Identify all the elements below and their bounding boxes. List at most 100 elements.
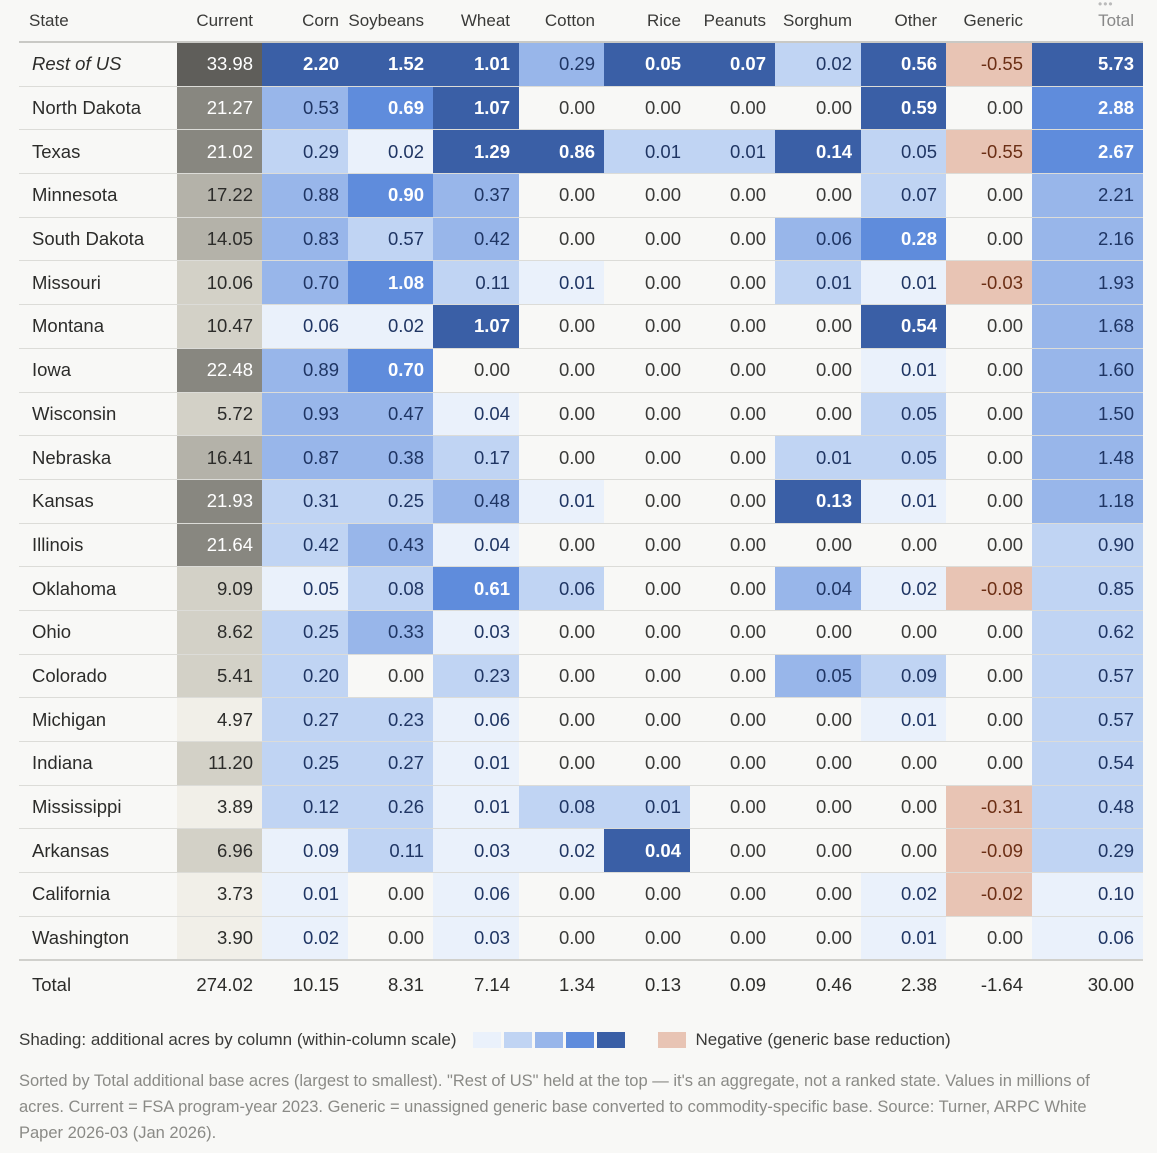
table-row: Kansas 21.93 0.31 0.25 0.48 0.01 0.00 0.00 0.13 0…	[19, 479, 1143, 524]
cell-sorghum: 0.00	[775, 828, 861, 874]
cell-wheat: 0.61	[433, 566, 519, 611]
cell-corn: 0.25	[262, 610, 348, 655]
totals-label: Total	[19, 959, 177, 1010]
cell-wheat: 1.07	[433, 86, 519, 131]
cell-peanuts: 0.00	[690, 479, 775, 524]
cell-sorghum: 0.00	[775, 610, 861, 655]
cell-other: 0.05	[861, 392, 946, 437]
column-header-total: Total	[1032, 0, 1143, 43]
cell-other: 0.00	[861, 741, 946, 786]
current-cell: 3.90	[177, 916, 262, 961]
cell-rice: 0.00	[604, 479, 690, 524]
current-cell: 14.05	[177, 217, 262, 262]
cell-wheat: 0.04	[433, 523, 519, 568]
state-cell: Colorado	[19, 654, 177, 699]
current-cell: 5.72	[177, 392, 262, 437]
table-row: Indiana 11.20 0.25 0.27 0.01 0.00 0.00 0.00 0.00…	[19, 741, 1143, 786]
column-header-other: Other	[861, 0, 946, 43]
cell-generic: 0.00	[946, 86, 1032, 131]
state-cell: Ohio	[19, 610, 177, 655]
state-cell: Kansas	[19, 479, 177, 524]
cell-peanuts: 0.00	[690, 86, 775, 131]
cell-rice: 0.00	[604, 260, 690, 306]
cell-generic: -0.31	[946, 785, 1032, 830]
cell-sorghum: 0.00	[775, 392, 861, 437]
cell-rice: 0.00	[604, 916, 690, 961]
state-cell: California	[19, 872, 177, 917]
cell-corn: 0.05	[262, 566, 348, 611]
total-sorghum: 0.46	[775, 959, 861, 1010]
cell-sorghum: 0.00	[775, 872, 861, 917]
cell-corn: 0.06	[262, 304, 348, 349]
cell-soybeans: 0.02	[348, 129, 433, 175]
cell-other: 0.01	[861, 479, 946, 524]
cell-total: 2.21	[1032, 173, 1143, 218]
table-row: Washington 3.90 0.02 0.00 0.03 0.00 0.00 0.00 0.…	[19, 916, 1143, 961]
cell-generic: 0.00	[946, 523, 1032, 568]
cell-rice: 0.04	[604, 828, 690, 874]
cell-other: 0.59	[861, 86, 946, 131]
cell-cotton: 0.01	[519, 479, 604, 524]
cell-corn: 2.20	[262, 42, 348, 87]
cell-cotton: 0.29	[519, 42, 604, 87]
cell-sorghum: 0.06	[775, 217, 861, 262]
legend-shading-label: Shading: additional acres by column (wit…	[19, 1030, 457, 1049]
state-cell: Mississippi	[19, 785, 177, 830]
cell-soybeans: 0.11	[348, 828, 433, 874]
cell-peanuts: 0.00	[690, 610, 775, 655]
state-cell: Missouri	[19, 260, 177, 306]
cell-soybeans: 0.00	[348, 654, 433, 699]
cell-peanuts: 0.00	[690, 654, 775, 699]
cell-soybeans: 0.47	[348, 392, 433, 437]
cell-peanuts: 0.00	[690, 348, 775, 393]
cell-rice: 0.00	[604, 348, 690, 393]
table-row: Texas 21.02 0.29 0.02 1.29 0.86 0.01 0.01 0.14 0.…	[19, 129, 1143, 175]
current-cell: 8.62	[177, 610, 262, 655]
cell-rice: 0.00	[604, 392, 690, 437]
cell-total: 0.57	[1032, 654, 1143, 699]
cell-wheat: 0.11	[433, 260, 519, 306]
current-cell: 33.98	[177, 42, 262, 87]
column-header-current: Current	[177, 0, 262, 43]
total-corn: 10.15	[262, 959, 348, 1010]
cell-generic: 0.00	[946, 916, 1032, 961]
cell-cotton: 0.00	[519, 523, 604, 568]
state-cell: Michigan	[19, 697, 177, 742]
cell-total: 0.10	[1032, 872, 1143, 917]
current-cell: 11.20	[177, 741, 262, 786]
cell-other: 0.00	[861, 610, 946, 655]
total-current: 274.02	[177, 959, 262, 1010]
current-cell: 3.89	[177, 785, 262, 830]
table-row: Montana 10.47 0.06 0.02 1.07 0.00 0.00 0.00 0.00…	[19, 304, 1143, 349]
legend-swatch-5	[596, 1032, 625, 1048]
cell-total: 2.67	[1032, 129, 1143, 175]
cell-corn: 0.02	[262, 916, 348, 961]
cell-corn: 0.89	[262, 348, 348, 393]
cell-cotton: 0.00	[519, 654, 604, 699]
cell-corn: 0.93	[262, 392, 348, 437]
cell-cotton: 0.00	[519, 348, 604, 393]
cell-soybeans: 0.33	[348, 610, 433, 655]
cell-peanuts: 0.00	[690, 173, 775, 218]
cell-soybeans: 0.02	[348, 304, 433, 349]
cell-total: 0.54	[1032, 741, 1143, 786]
cell-rice: 0.00	[604, 304, 690, 349]
cell-wheat: 0.23	[433, 654, 519, 699]
cell-generic: 0.00	[946, 741, 1032, 786]
cell-rice: 0.05	[604, 42, 690, 87]
cell-cotton: 0.00	[519, 217, 604, 262]
cell-other: 0.54	[861, 304, 946, 349]
state-cell: Texas	[19, 129, 177, 175]
cell-rice: 0.00	[604, 566, 690, 611]
cell-generic: -0.03	[946, 260, 1032, 306]
cell-sorghum: 0.00	[775, 86, 861, 131]
cell-wheat: 0.03	[433, 610, 519, 655]
current-cell: 6.96	[177, 828, 262, 874]
cell-other: 0.28	[861, 217, 946, 262]
state-cell: Washington	[19, 916, 177, 961]
cell-peanuts: 0.00	[690, 828, 775, 874]
table-row: California 3.73 0.01 0.00 0.06 0.00 0.00 0.00 0.…	[19, 872, 1143, 917]
cell-cotton: 0.08	[519, 785, 604, 830]
cell-sorghum: 0.05	[775, 654, 861, 699]
cell-corn: 0.53	[262, 86, 348, 131]
